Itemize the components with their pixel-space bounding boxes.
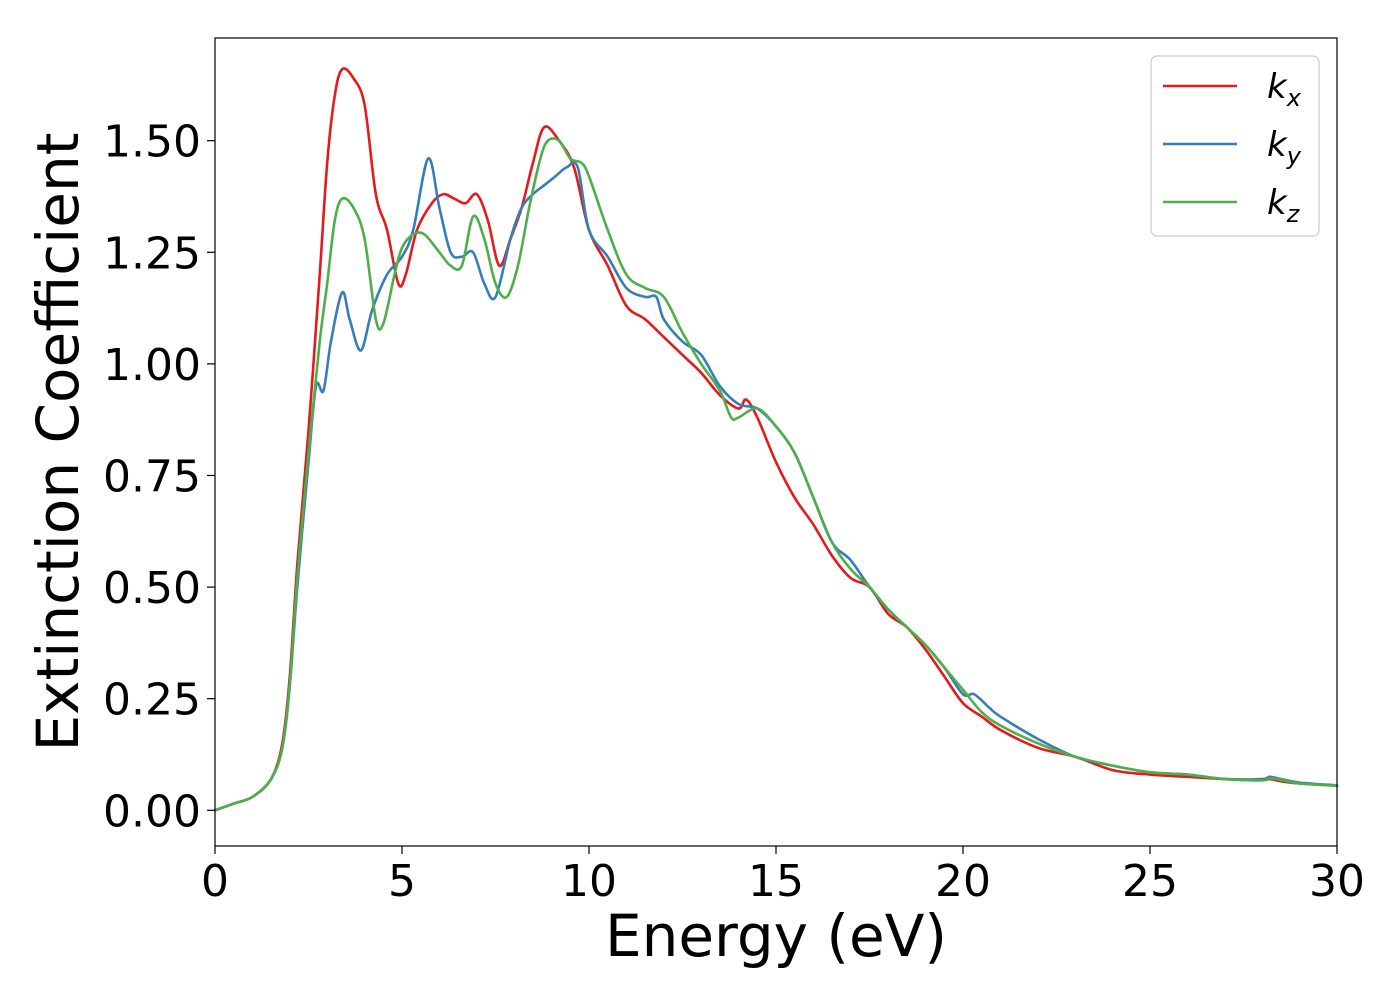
y-tick-label: 0.50 (103, 563, 201, 614)
y-tick-label: 0.25 (103, 675, 201, 726)
y-axis-ticks: 0.00 0.25 0.50 0.75 1.00 1.25 1.50 (103, 117, 215, 837)
legend-box (1150, 55, 1320, 237)
x-axis-ticks: 0 5 10 15 20 25 30 (201, 846, 1365, 907)
legend-label-x: kx (1267, 67, 1302, 112)
legend: kx ky kz (1150, 55, 1320, 237)
x-tick-label: 25 (1122, 856, 1178, 907)
x-tick-label: 10 (561, 856, 617, 907)
x-axis-label: Energy (eV) (605, 902, 947, 970)
x-tick-label: 5 (388, 856, 416, 907)
series-line-y (213, 157, 1339, 812)
legend-label-y: ky (1267, 125, 1302, 170)
x-tick-label: 20 (935, 856, 991, 907)
plot-lines (213, 67, 1339, 812)
y-tick-label: 1.50 (103, 117, 201, 168)
x-tick-label: 30 (1309, 856, 1365, 907)
legend-label-z: kz (1267, 183, 1301, 228)
x-tick-label: 0 (201, 856, 229, 907)
y-tick-label: 1.00 (103, 340, 201, 391)
y-tick-label: 1.25 (103, 228, 201, 279)
y-axis-label: Extinction Coefficient (24, 133, 92, 752)
x-tick-label: 15 (748, 856, 804, 907)
y-tick-label: 0.00 (103, 786, 201, 837)
series-line-z (213, 137, 1339, 812)
y-tick-label: 0.75 (103, 451, 201, 502)
